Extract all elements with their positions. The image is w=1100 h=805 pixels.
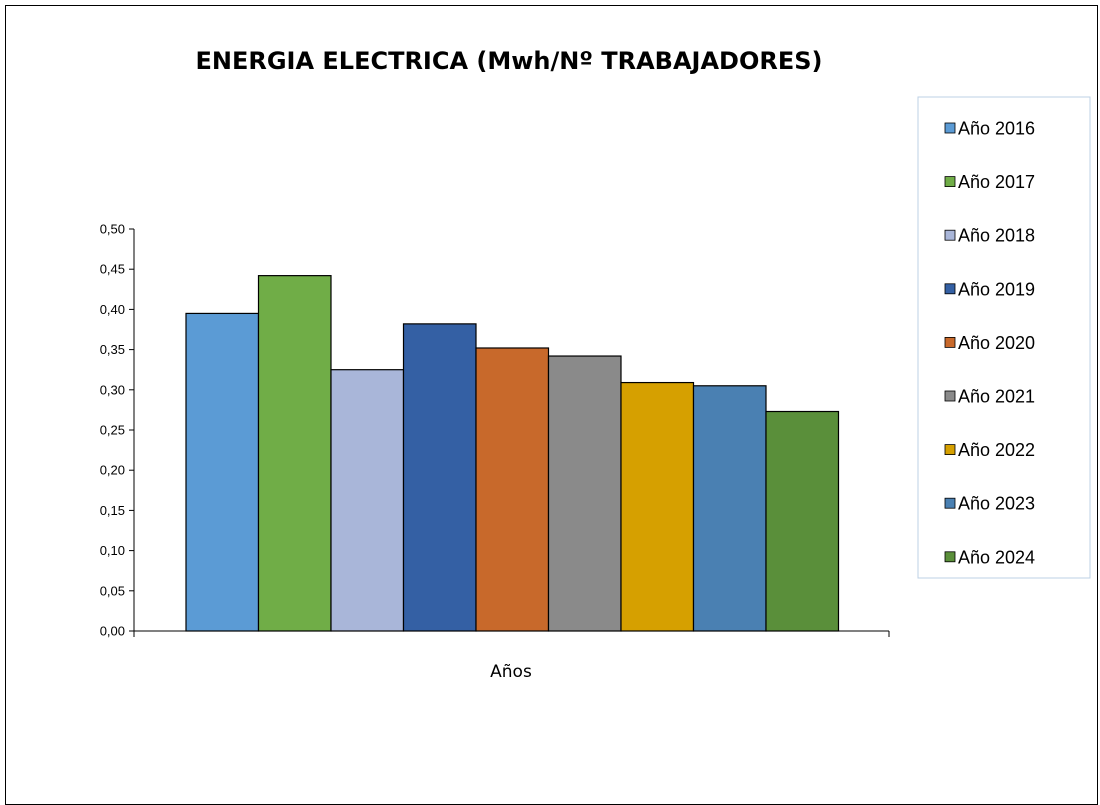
bar-a-o-2017: [257, 275, 332, 632]
legend-swatch: [944, 497, 956, 509]
legend-label: Año 2017: [958, 172, 1035, 192]
chart-svg: ENERGIA ELECTRICA (Mwh/Nº TRABAJADORES) …: [100, 47, 1091, 682]
legend-swatch: [944, 444, 956, 456]
y-tick-label: 0,45: [100, 262, 125, 277]
legend-label: Año 2024: [958, 547, 1035, 567]
bar-a-o-2023: [692, 385, 767, 632]
y-tick-label: 0,40: [100, 302, 125, 317]
y-tick-label: 0,15: [100, 503, 125, 518]
y-tick-label: 0,35: [100, 342, 125, 357]
bar-a-o-2021: [547, 355, 622, 632]
y-tick-label: 0,20: [100, 463, 125, 478]
legend-label: Año 2020: [958, 333, 1035, 353]
legend-swatch: [944, 229, 956, 241]
legend-label: Año 2019: [958, 279, 1035, 299]
y-tick-label: 0,25: [100, 423, 125, 438]
legend-swatch: [944, 551, 956, 563]
legend-label: Año 2016: [958, 119, 1035, 139]
bar-a-o-2020: [475, 347, 550, 632]
legend-label: Año 2021: [958, 387, 1035, 407]
y-tick-label: 0,00: [100, 624, 125, 639]
plot-area: 0,00 0,05 0,10 0,15 0,20 0,25 0,30 0,35 0,40 0,45…: [100, 222, 890, 639]
y-tick-label: 0,30: [100, 382, 125, 397]
legend-label: Año 2022: [958, 440, 1035, 460]
y-tick-label: 0,50: [100, 222, 125, 237]
bar-a-o-2024: [765, 410, 840, 632]
legend-swatch: [944, 176, 956, 188]
x-axis-category-label: Años: [490, 662, 532, 682]
chart-frame: ENERGIA ELECTRICA (Mwh/Nº TRABAJADORES) …: [5, 5, 1098, 805]
legend-swatch: [944, 390, 956, 402]
bar-a-o-2022: [620, 381, 695, 632]
y-tick-label: 0,10: [100, 543, 125, 558]
chart-title: ENERGIA ELECTRICA (Mwh/Nº TRABAJADORES): [195, 47, 822, 75]
legend-swatch: [944, 122, 956, 134]
legend-label: Año 2018: [958, 226, 1035, 246]
legend-label: Año 2023: [958, 494, 1035, 514]
legend-swatch: [944, 336, 956, 348]
legend: Año 2016 Año 2017 Año 2018 Año 2019 Año 2020…: [917, 96, 1091, 579]
bar-a-o-2016: [185, 312, 260, 632]
bar-a-o-2019: [402, 323, 477, 632]
bar-a-o-2018: [330, 369, 405, 632]
legend-swatch: [944, 283, 956, 295]
y-tick-label: 0,05: [100, 583, 125, 598]
